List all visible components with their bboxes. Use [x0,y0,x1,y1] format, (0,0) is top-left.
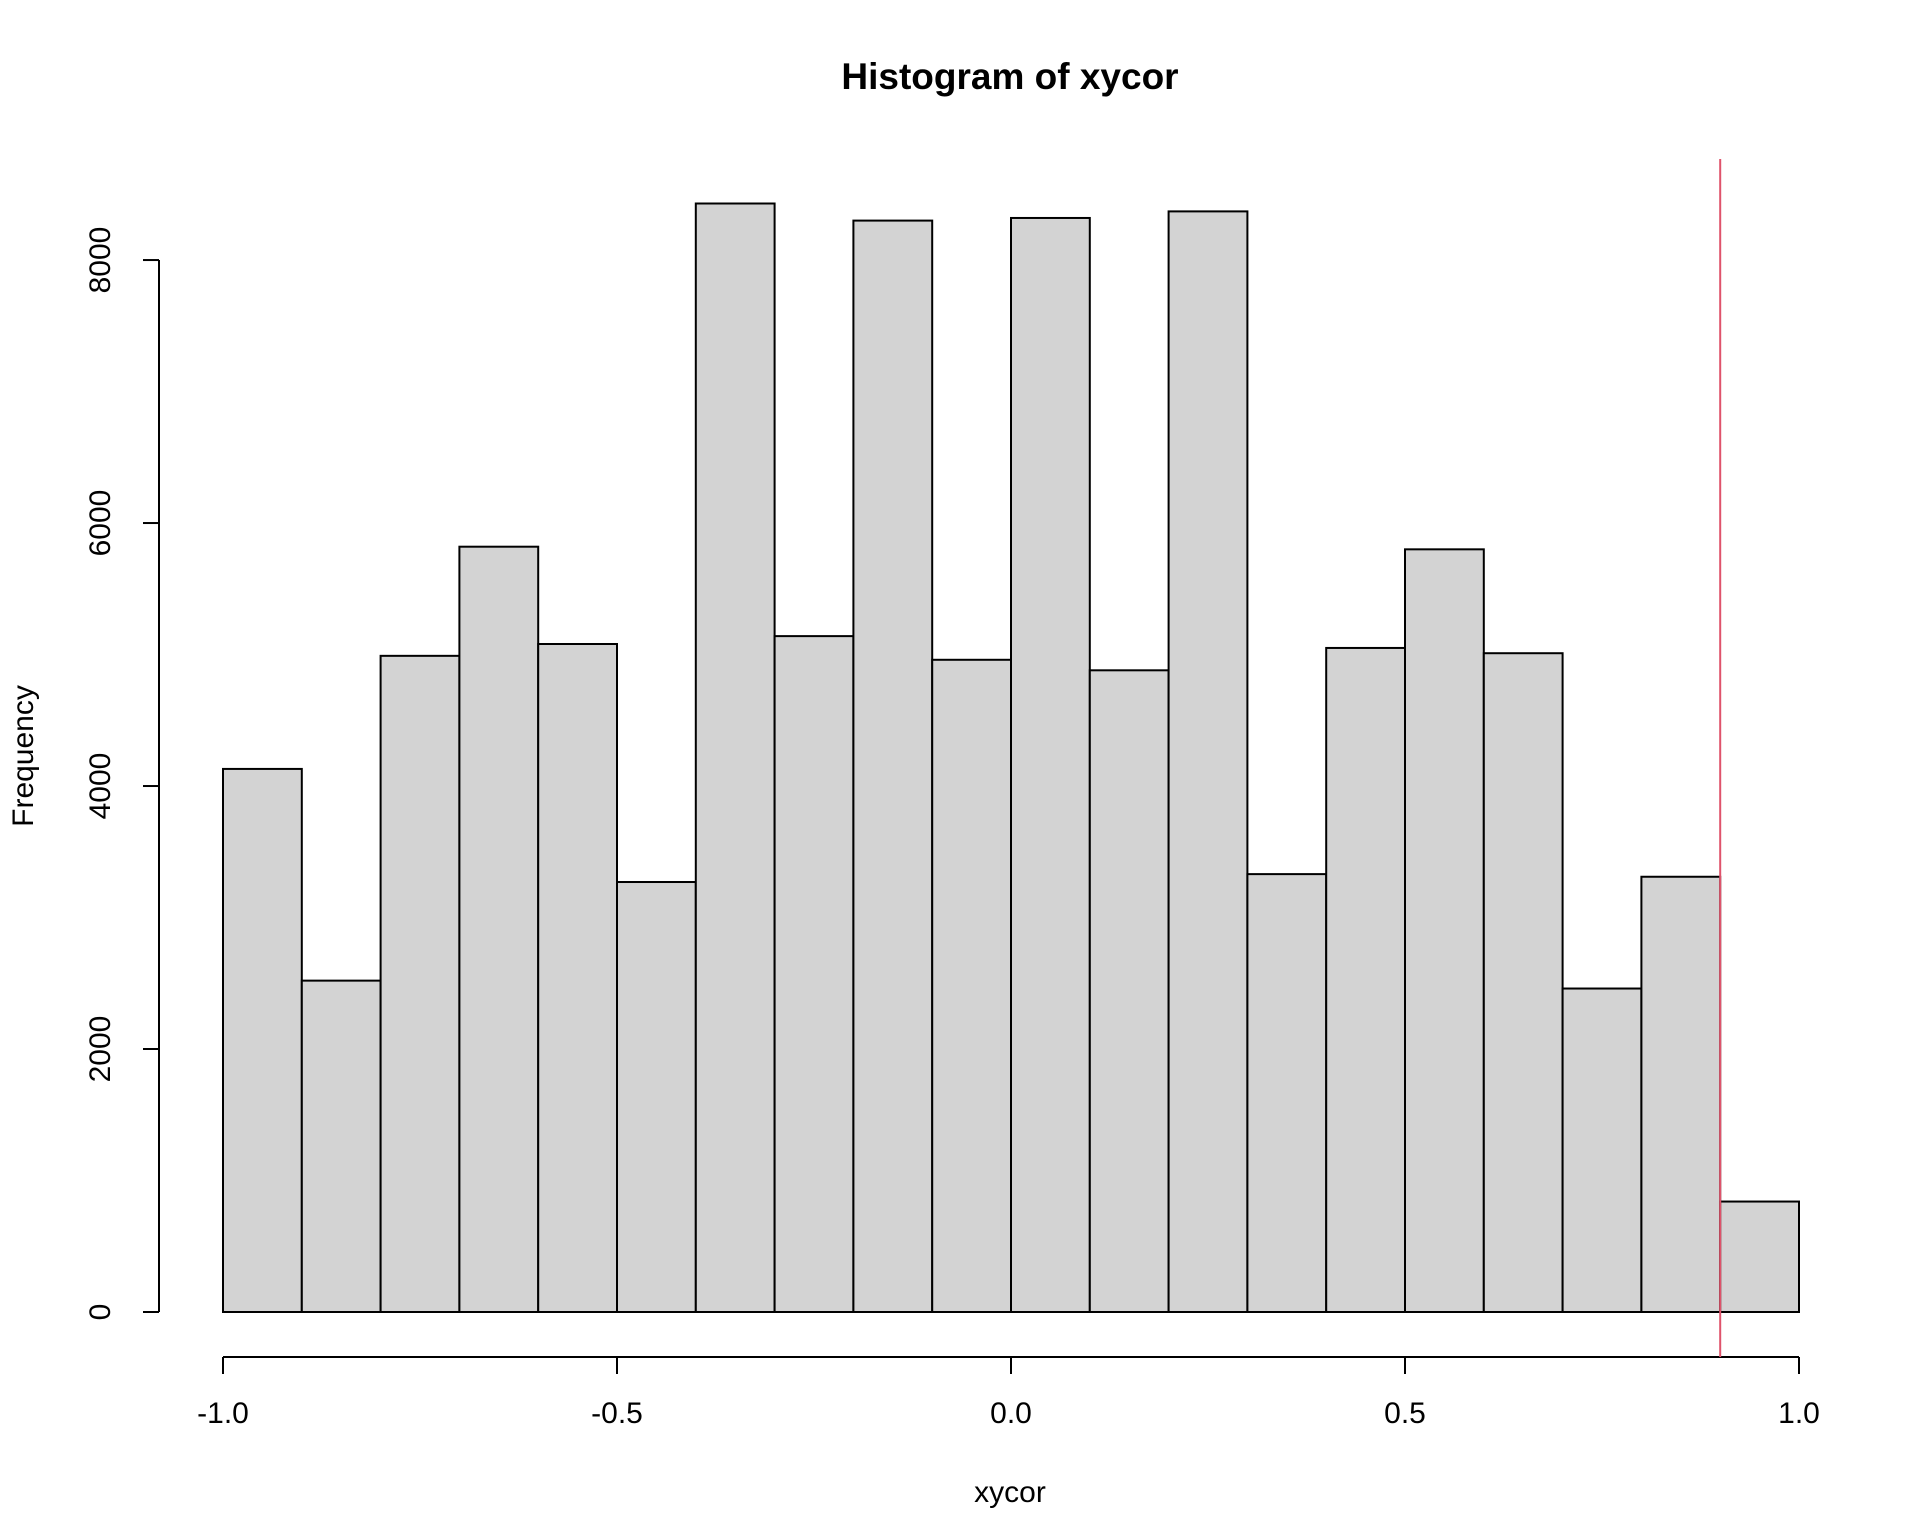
x-axis-label: xycor [974,1476,1046,1509]
bar [1561,987,1643,1313]
x-tick-label: -0.5 [591,1397,643,1430]
y-tick-label: 4000 [84,753,117,820]
bar [300,979,382,1313]
bar [1167,210,1249,1314]
bar [694,202,776,1313]
y-tick-label: 8000 [84,227,117,294]
y-tick-label: 6000 [84,490,117,557]
bar [458,545,540,1313]
bar [537,643,619,1313]
bar [1246,873,1328,1314]
x-tick-label: 0.5 [1384,1397,1426,1430]
bar [616,881,697,1313]
chart-title: Histogram of xycor [841,56,1178,97]
bar [931,658,1013,1313]
bar [1010,216,1091,1314]
bar [1719,1200,1800,1313]
y-axis-label: Frequency [7,685,40,827]
bar [773,635,855,1313]
bar [1325,646,1406,1313]
bar [1640,875,1722,1314]
x-tick-label: 0.0 [990,1397,1032,1430]
x-tick-label: 1.0 [1778,1397,1820,1430]
bar [852,219,934,1313]
bar [222,767,303,1313]
bar [1404,548,1485,1313]
x-tick-label: -1.0 [197,1397,249,1430]
y-tick-label: 2000 [84,1016,117,1083]
bar [1482,652,1564,1313]
bar [379,654,461,1313]
y-tick-label: 0 [84,1304,117,1321]
bar [1088,669,1170,1313]
